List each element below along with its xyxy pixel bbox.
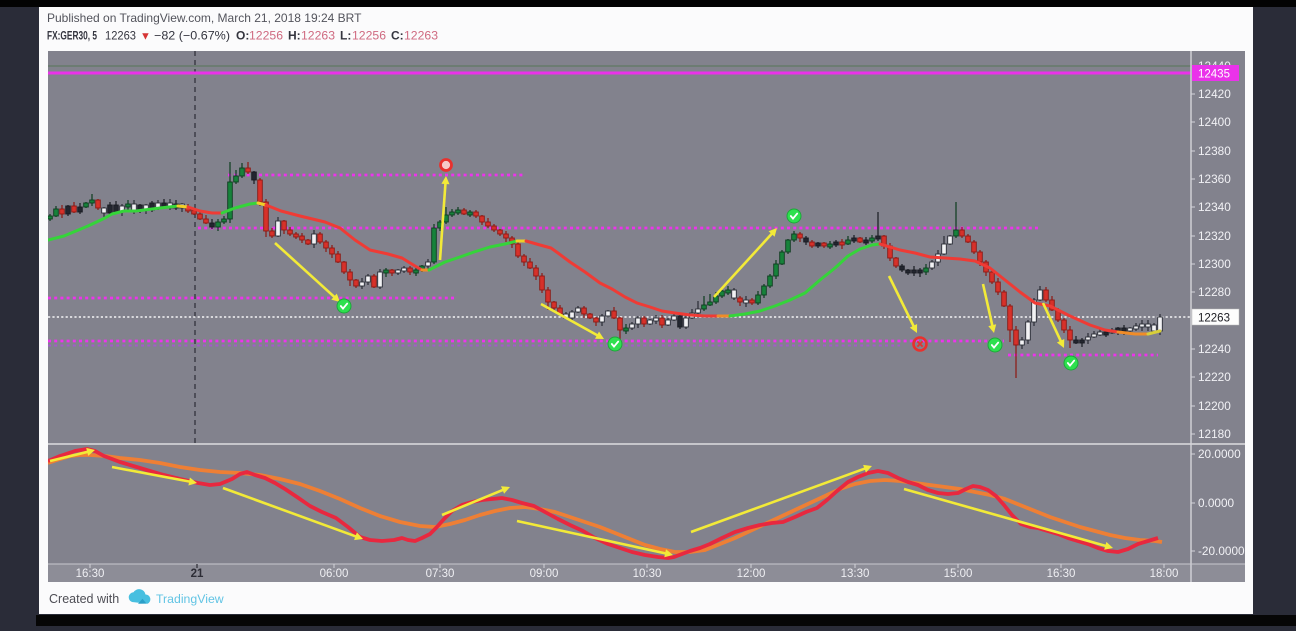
- svg-text:0.0000: 0.0000: [1198, 496, 1235, 510]
- svg-text:16:30: 16:30: [76, 568, 105, 580]
- svg-text:12400: 12400: [1198, 115, 1231, 129]
- svg-text:13:30: 13:30: [841, 568, 870, 580]
- svg-text:07:30: 07:30: [426, 568, 455, 580]
- svg-text:12360: 12360: [1198, 172, 1231, 186]
- svg-text:12280: 12280: [1198, 285, 1231, 299]
- svg-text:12320: 12320: [1198, 229, 1231, 243]
- svg-text:18:00: 18:00: [1150, 568, 1179, 580]
- svg-text:10:30: 10:30: [633, 568, 662, 580]
- svg-text:Published on TradingView.com,: Published on TradingView.com, March 21, …: [47, 11, 362, 25]
- svg-text:-20.0000: -20.0000: [1198, 544, 1245, 558]
- svg-text:12263: 12263: [1198, 313, 1230, 325]
- svg-text:20.0000: 20.0000: [1198, 447, 1241, 461]
- svg-text:12435: 12435: [1198, 69, 1230, 81]
- svg-text:06:00: 06:00: [320, 568, 349, 580]
- svg-text:L:: L:: [340, 29, 351, 43]
- svg-text:12263: 12263: [105, 29, 136, 43]
- svg-text:12:00: 12:00: [737, 568, 766, 580]
- svg-text:12256: 12256: [249, 29, 283, 43]
- svg-text:12240: 12240: [1198, 342, 1231, 356]
- svg-text:15:00: 15:00: [944, 568, 973, 580]
- svg-text:O:: O:: [236, 29, 249, 43]
- svg-text:12300: 12300: [1198, 257, 1231, 271]
- svg-text:12220: 12220: [1198, 370, 1231, 384]
- svg-text:12263: 12263: [301, 29, 335, 43]
- svg-text:12340: 12340: [1198, 200, 1231, 214]
- svg-text:−82 (−0.67%): −82 (−0.67%): [154, 29, 230, 43]
- svg-text:12180: 12180: [1198, 427, 1231, 441]
- svg-text:09:00: 09:00: [530, 568, 559, 580]
- svg-text:C:: C:: [391, 29, 404, 43]
- svg-text:21: 21: [191, 568, 204, 580]
- svg-text:16:30: 16:30: [1047, 568, 1076, 580]
- svg-text:▼: ▼: [140, 31, 151, 43]
- svg-text:H:: H:: [288, 29, 301, 43]
- svg-text:12256: 12256: [352, 29, 386, 43]
- svg-text:12263: 12263: [404, 29, 438, 43]
- svg-text:Created with: Created with: [49, 592, 119, 606]
- svg-text:TradingView: TradingView: [156, 592, 224, 606]
- svg-text:12420: 12420: [1198, 87, 1231, 101]
- svg-text:FX:GER30, 5: FX:GER30, 5: [47, 29, 97, 43]
- svg-text:12200: 12200: [1198, 399, 1231, 413]
- svg-text:12380: 12380: [1198, 144, 1231, 158]
